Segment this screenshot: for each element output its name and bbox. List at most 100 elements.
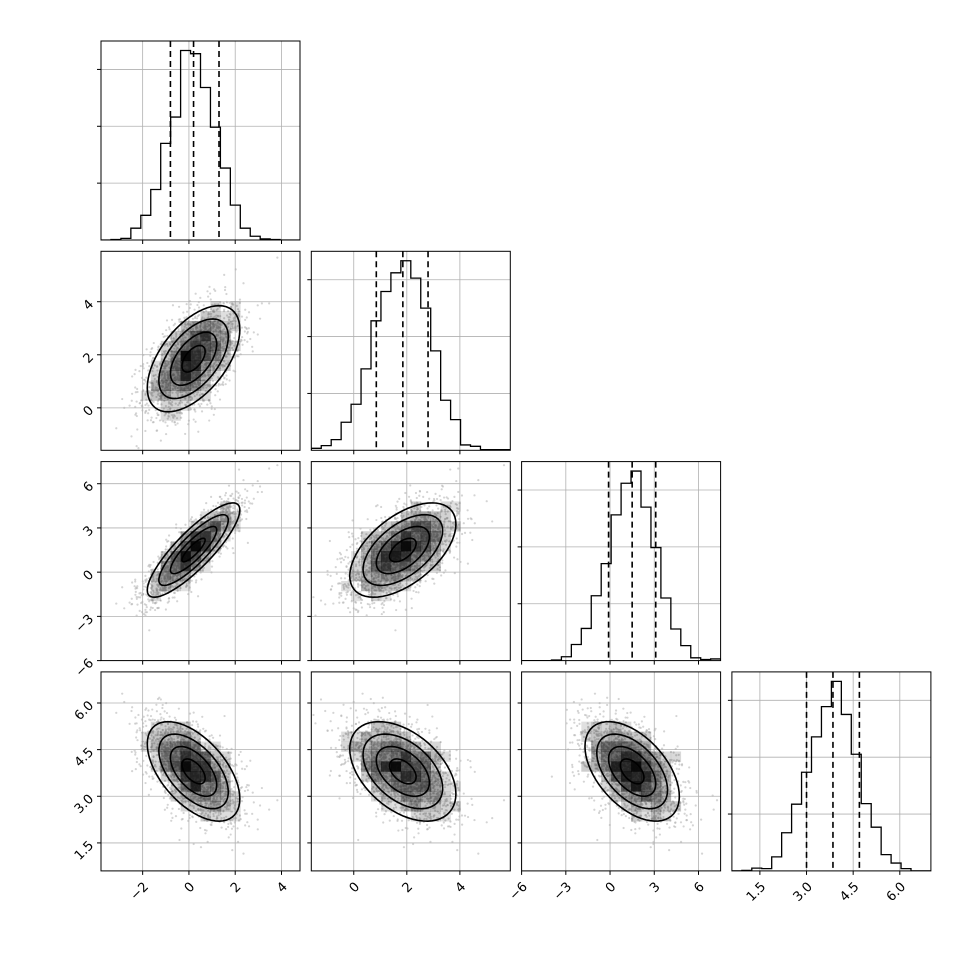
- sample-point: [175, 575, 179, 578]
- sample-point: [179, 539, 182, 542]
- sample-point: [167, 326, 171, 329]
- sample-point: [238, 530, 241, 533]
- sample-point: [207, 295, 210, 298]
- sample-point: [168, 577, 172, 580]
- sample-point: [231, 324, 234, 328]
- density-cell: [160, 410, 171, 421]
- sample-point: [134, 578, 137, 581]
- density-cell: [210, 350, 221, 362]
- sample-point: [185, 582, 188, 585]
- sample-point: [207, 315, 210, 319]
- contour-line: [158, 318, 230, 400]
- sample-point: [188, 299, 192, 303]
- sample-point: [222, 348, 225, 351]
- sample-point: [179, 527, 182, 530]
- sample-point: [245, 496, 248, 499]
- sample-point: [241, 343, 244, 346]
- sample-point: [236, 524, 239, 527]
- sample-point: [162, 420, 165, 423]
- sample-point: [199, 382, 202, 385]
- sample-point: [165, 581, 168, 584]
- contour-line: [169, 525, 218, 575]
- sample-point: [167, 596, 171, 600]
- sample-point: [439, 499, 442, 502]
- sample-point: [222, 302, 225, 305]
- sample-point: [163, 367, 166, 370]
- sample-point: [167, 571, 170, 574]
- sample-point: [175, 523, 178, 526]
- sample-point: [227, 309, 230, 313]
- density-cell: [230, 311, 241, 322]
- sample-point: [163, 374, 166, 378]
- sample-point: [168, 343, 172, 346]
- sample-point: [177, 329, 180, 332]
- sample-point: [243, 502, 246, 505]
- sample-point: [192, 418, 195, 421]
- sample-point: [171, 415, 175, 418]
- sample-point: [141, 409, 144, 412]
- sample-point: [179, 586, 182, 590]
- sample-point: [338, 596, 341, 599]
- sample-point: [223, 288, 227, 292]
- sample-point: [388, 534, 391, 537]
- sample-point: [151, 369, 154, 373]
- sample-point: [164, 362, 167, 366]
- sample-point: [477, 479, 480, 482]
- sample-point: [189, 303, 192, 306]
- sample-point: [147, 404, 150, 407]
- sample-point: [143, 378, 146, 382]
- sample-point: [203, 321, 206, 324]
- sample-point: [410, 597, 413, 600]
- sample-point: [166, 344, 169, 347]
- y-tick-label: 2: [81, 350, 97, 366]
- sample-point: [245, 316, 248, 319]
- sample-point: [232, 497, 235, 500]
- sample-point: [218, 330, 222, 333]
- sample-point: [395, 608, 398, 612]
- sample-point: [206, 322, 209, 325]
- density-cell: [200, 531, 211, 542]
- sample-point: [168, 389, 171, 392]
- sample-point: [156, 365, 159, 368]
- sample-point: [151, 381, 154, 385]
- sample-point: [141, 600, 144, 604]
- sample-point: [415, 590, 418, 594]
- sample-point: [159, 396, 163, 400]
- sample-point: [260, 302, 264, 305]
- sample-point: [187, 408, 190, 411]
- sample-point: [173, 380, 176, 383]
- sample-point: [181, 337, 184, 340]
- sample-point: [157, 398, 160, 401]
- density-cell: [220, 311, 231, 322]
- sample-point: [141, 580, 144, 583]
- sample-point: [148, 386, 151, 389]
- sample-point: [191, 317, 195, 320]
- sample-point: [148, 365, 151, 368]
- sample-point: [231, 511, 234, 515]
- sample-point: [224, 512, 227, 515]
- sample-point: [186, 333, 189, 336]
- sample-point: [420, 516, 423, 519]
- sample-point: [165, 432, 168, 436]
- sample-point: [227, 361, 230, 364]
- sample-point: [368, 603, 371, 606]
- sample-point: [172, 384, 176, 387]
- density-cell: [160, 551, 171, 562]
- sample-point: [400, 511, 403, 515]
- sample-point: [166, 372, 170, 375]
- sample-point: [145, 578, 148, 581]
- sample-point: [240, 315, 244, 318]
- sample-point: [215, 314, 218, 317]
- sample-point: [349, 545, 352, 549]
- sample-point: [340, 591, 343, 595]
- sample-point: [167, 385, 171, 388]
- sample-point: [176, 389, 179, 393]
- sample-point: [208, 398, 211, 402]
- sample-point: [178, 531, 181, 534]
- sample-point: [210, 508, 213, 511]
- sample-point: [197, 301, 200, 304]
- sample-point: [191, 384, 195, 387]
- sample-point: [151, 388, 154, 391]
- sample-point: [202, 399, 205, 403]
- sample-point: [227, 497, 230, 500]
